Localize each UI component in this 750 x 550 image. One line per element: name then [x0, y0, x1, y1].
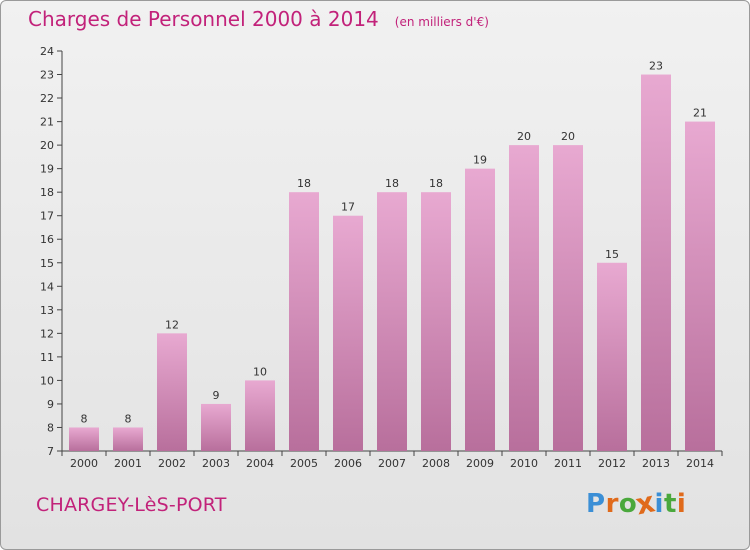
logo-letter: r [605, 489, 619, 519]
data-label-2013: 23 [649, 60, 663, 73]
x-tick-label-2010: 2010 [510, 457, 538, 470]
y-tick-label: 21 [40, 116, 54, 129]
chart-title-text: Charges de Personnel 2000 à 2014 [28, 7, 379, 31]
data-label-2004: 10 [253, 365, 267, 378]
data-label-2000: 8 [81, 412, 88, 425]
commune-name: CHARGEY-LèS-PORT [36, 494, 227, 516]
bar-2002 [157, 333, 187, 451]
x-tick-label-2006: 2006 [334, 457, 362, 470]
y-tick-label: 24 [40, 45, 54, 58]
x-tick-label-2005: 2005 [290, 457, 318, 470]
y-tick-label: 12 [40, 327, 54, 340]
chart-title: Charges de Personnel 2000 à 2014 (en mill… [28, 7, 489, 31]
x-tick-label-2012: 2012 [598, 457, 626, 470]
data-label-2011: 20 [561, 130, 575, 143]
y-tick-label: 16 [40, 233, 54, 246]
bar-2004 [245, 380, 275, 451]
chart-labels: 2000 8 2001 8 2002 12 2003 9 2004 10 2005 18 2006 17 2… [70, 60, 714, 470]
data-label-2005: 18 [297, 177, 311, 190]
bar-2005 [289, 192, 319, 452]
bar-2006 [333, 215, 363, 451]
x-tick-label-2011: 2011 [554, 457, 582, 470]
data-label-2001: 8 [125, 412, 132, 425]
x-tick-label-2009: 2009 [466, 457, 494, 470]
chart-subtitle: (en milliers d'€) [394, 15, 489, 29]
x-tick-label-2014: 2014 [686, 457, 714, 470]
bar-2003 [201, 403, 231, 451]
proxiti-logo: Proxiti [586, 486, 687, 522]
y-tick-label: 8 [47, 421, 54, 434]
data-label-2002: 12 [165, 318, 179, 331]
y-tick-label: 7 [47, 445, 54, 458]
bar-2008 [421, 192, 451, 452]
data-label-2014: 21 [693, 107, 707, 120]
y-tick-label: 20 [40, 139, 54, 152]
chart-bars [69, 74, 715, 452]
x-tick-label-2001: 2001 [114, 457, 142, 470]
data-label-2003: 9 [213, 389, 220, 402]
bar-2001 [113, 427, 143, 451]
y-tick-label: 10 [40, 374, 54, 387]
data-label-2012: 15 [605, 248, 619, 261]
y-tick-label: 18 [40, 186, 54, 199]
x-tick-label-2008: 2008 [422, 457, 450, 470]
bar-2014 [685, 121, 715, 452]
x-tick-label-2004: 2004 [246, 457, 274, 470]
data-label-2010: 20 [517, 130, 531, 143]
y-tick-label: 9 [47, 398, 54, 411]
chart-axes: 7 8 9 10 11 12 13 14 15 16 17 18 19 20 21 22 23 24 [40, 45, 723, 458]
y-tick-label: 23 [40, 69, 54, 82]
y-tick-label: 14 [40, 280, 54, 293]
logo-letter: o [618, 489, 638, 519]
bar-2011 [553, 145, 583, 451]
x-tick-label-2003: 2003 [202, 457, 230, 470]
data-label-2009: 19 [473, 154, 487, 167]
logo-letter: P [586, 489, 606, 519]
x-tick-label-2013: 2013 [642, 457, 670, 470]
x-tick-label-2007: 2007 [378, 457, 406, 470]
bar-2012 [597, 262, 627, 451]
y-tick-label: 11 [40, 351, 54, 364]
y-tick-label: 19 [40, 163, 54, 176]
x-tick-label-2000: 2000 [70, 457, 98, 470]
y-tick-label: 17 [40, 210, 54, 223]
y-tick-label: 22 [40, 92, 54, 105]
data-label-2006: 17 [341, 201, 355, 214]
x-tick-label-2002: 2002 [158, 457, 186, 470]
logo-letter: i [654, 489, 664, 519]
logo-letter: i [676, 489, 687, 519]
logo-letter: t [663, 489, 677, 519]
bar-2013 [641, 74, 671, 451]
data-label-2007: 18 [385, 177, 399, 190]
bar-2010 [509, 145, 539, 451]
y-tick-label: 15 [40, 257, 54, 270]
bar-2007 [377, 192, 407, 452]
bar-2009 [465, 168, 495, 451]
bar-2000 [69, 427, 99, 451]
y-tick-label: 13 [40, 304, 54, 317]
data-label-2008: 18 [429, 177, 443, 190]
